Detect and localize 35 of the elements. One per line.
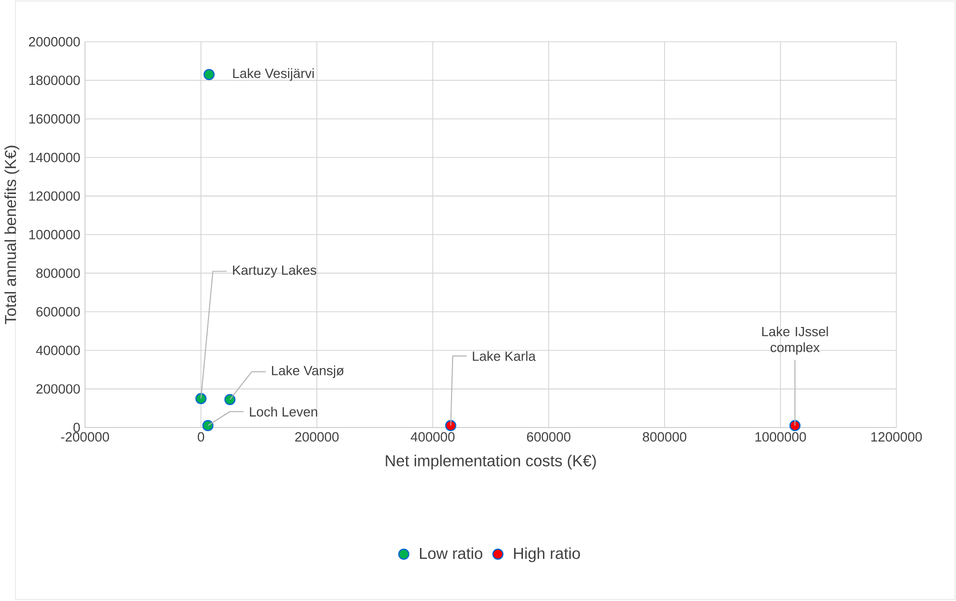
y-tick-label: 0 <box>73 423 80 432</box>
y-tick-label: 200000 <box>36 384 80 394</box>
x-axis-title: Net implementation costs (K€) <box>386 454 596 470</box>
annotation: Lake Vansjø <box>272 366 344 378</box>
x-tick-label: 0 <box>198 432 204 442</box>
x-tick-label: 800000 <box>642 432 686 442</box>
point <box>789 420 801 432</box>
annotation: Loch Leven <box>250 406 318 417</box>
annotation: Lake Vesijärvi <box>233 68 314 82</box>
y-tick-label: 1400000 <box>29 152 80 162</box>
x-tick-label: 200000 <box>295 432 339 442</box>
point <box>204 69 215 80</box>
x-tick-label: -200000 <box>61 432 110 442</box>
point <box>224 394 236 406</box>
x-tick-label: 600000 <box>527 432 570 442</box>
annotation: Kartuzy Lakes <box>233 265 316 278</box>
annotation: Lake Karla <box>472 351 536 362</box>
point <box>445 420 456 432</box>
y-tick-label: 1800000 <box>29 76 80 86</box>
y-axis-title: Total annual benefits (K€) <box>4 146 20 324</box>
annotation: Lake IJssel complex <box>762 326 828 356</box>
y-tick-label: 400000 <box>36 346 80 356</box>
y-tick-label: 1200000 <box>29 192 80 202</box>
legend-label: Low ratio <box>420 548 482 560</box>
y-tick-label: 600000 <box>36 307 80 317</box>
point <box>202 420 214 432</box>
y-tick-label: 1600000 <box>29 114 80 124</box>
y-tick-label: 1000000 <box>29 230 80 240</box>
legend-label: High ratio <box>514 548 580 562</box>
point <box>195 393 207 404</box>
x-tick-label: 1000000 <box>755 432 806 442</box>
x-tick-label: 1200000 <box>871 432 922 442</box>
x-tick-label: 400000 <box>410 432 455 442</box>
y-tick-label: 800000 <box>36 268 80 278</box>
y-tick-label: 2000000 <box>29 37 80 47</box>
